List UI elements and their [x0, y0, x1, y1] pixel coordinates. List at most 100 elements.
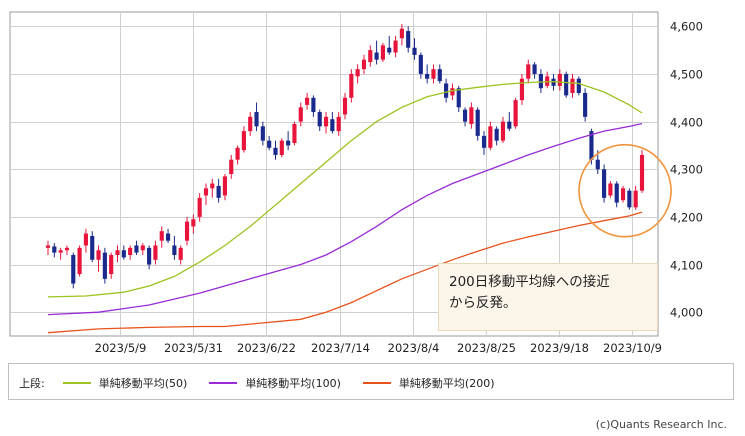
candle-body	[380, 45, 385, 60]
candle-body	[545, 76, 550, 86]
candle-body	[500, 121, 506, 141]
candle-body	[109, 255, 114, 275]
candle-body	[134, 245, 139, 253]
candle-body	[229, 159, 234, 174]
y-tick-label: 4,300	[670, 163, 703, 177]
candle-body	[532, 64, 537, 74]
legend-prefix: 上段:	[19, 377, 45, 390]
legend-row: 上段: 単純移動平均(50) 単純移動平均(100) 単純移動平均(200)	[19, 375, 517, 391]
candle-body	[153, 245, 158, 260]
candle-body	[273, 147, 278, 155]
candle-body	[178, 247, 183, 260]
candle-body	[115, 250, 120, 255]
candle-body	[614, 183, 619, 203]
legend-item-ma100: 単純移動平均(100)	[209, 375, 341, 391]
candle-body	[203, 188, 209, 196]
candle-body	[602, 169, 607, 198]
candle-body	[197, 197, 202, 217]
candle-body	[431, 69, 436, 79]
candle-body	[58, 250, 63, 253]
candle-body	[513, 100, 518, 127]
candle-body	[481, 135, 487, 148]
candle-body	[418, 54, 423, 74]
candle-body	[121, 250, 126, 258]
candle-body	[96, 250, 101, 260]
x-tick-label: 2023/5/31	[164, 341, 223, 355]
x-tick-label: 2023/9/18	[530, 341, 589, 355]
candle-body	[83, 233, 88, 246]
candle-body	[311, 97, 316, 113]
y-tick-label: 4,400	[670, 116, 703, 130]
candle-body	[172, 245, 177, 255]
candle-body	[45, 245, 51, 248]
legend-label-ma50: 単純移動平均(50)	[98, 377, 188, 390]
candle-body	[254, 112, 259, 127]
x-tick-label: 2023/8/4	[388, 341, 440, 355]
candle-body	[260, 126, 265, 141]
candle-body	[330, 119, 335, 132]
candle-body	[564, 73, 569, 96]
x-tick-label: 2023/10/9	[603, 341, 662, 355]
candle-body	[286, 140, 291, 146]
candle-body	[538, 73, 543, 89]
y-tick-label: 4,500	[670, 68, 703, 82]
candle-body	[235, 147, 240, 160]
legend: 上段: 単純移動平均(50) 単純移動平均(100) 単純移動平均(200)	[8, 363, 734, 400]
y-tick-label: 4,200	[670, 211, 703, 225]
legend-label-ma100: 単純移動平均(100)	[245, 377, 341, 390]
candle-body	[298, 107, 303, 122]
candle-body	[52, 246, 57, 253]
candle-body	[361, 59, 367, 70]
y-tick-label: 4,000	[670, 306, 703, 320]
candle-body	[437, 69, 442, 82]
candle-body	[241, 131, 246, 151]
candle-body	[462, 109, 468, 122]
candle-body	[368, 50, 373, 63]
candle-body	[488, 126, 493, 148]
candle-body	[355, 69, 360, 77]
candle-body	[589, 131, 594, 160]
candle-body	[248, 116, 253, 132]
candle-body	[191, 219, 196, 227]
candle-body	[128, 247, 133, 255]
candle-body	[90, 235, 95, 260]
candle-body	[494, 128, 499, 141]
legend-swatch-ma200	[362, 382, 391, 384]
candle-body	[64, 247, 70, 251]
candle-body	[406, 31, 411, 48]
candle-body	[292, 123, 297, 144]
candle-body	[570, 78, 575, 93]
candle-body	[216, 185, 221, 198]
candle-body	[551, 78, 556, 86]
candle-body	[323, 116, 329, 127]
x-tick-label: 2023/7/14	[311, 341, 370, 355]
ma-line-50	[47, 80, 643, 298]
legend-item-ma200: 単純移動平均(200)	[362, 375, 495, 391]
candle-body	[444, 83, 449, 98]
candle-body	[140, 245, 145, 251]
annotation-line-1: 200日移動平均線への接近	[449, 274, 610, 290]
candle-body	[210, 183, 215, 189]
candle-body	[393, 40, 398, 53]
highlight-circle	[578, 143, 672, 238]
annotation-box: 200日移動平均線への接近 から反発。	[438, 263, 658, 331]
candle-body	[399, 28, 404, 39]
candle-body	[620, 188, 626, 201]
candle-body	[526, 64, 531, 79]
candle-body	[336, 116, 341, 132]
candle-body	[639, 154, 645, 191]
candle-body	[102, 252, 107, 279]
candle-body	[349, 73, 354, 98]
candle-body	[595, 159, 600, 170]
candle-body	[71, 255, 76, 284]
annotation-line-2: から反発。	[449, 295, 517, 311]
credit-text: (c)Quants Research Inc.	[595, 418, 727, 431]
candle-body	[317, 112, 322, 127]
x-tick-label: 2023/8/25	[457, 341, 516, 355]
candle-body	[557, 73, 562, 86]
legend-swatch-ma50	[62, 382, 91, 384]
candle-body	[475, 109, 480, 136]
candle-body	[627, 190, 632, 208]
candle-body	[279, 140, 284, 155]
